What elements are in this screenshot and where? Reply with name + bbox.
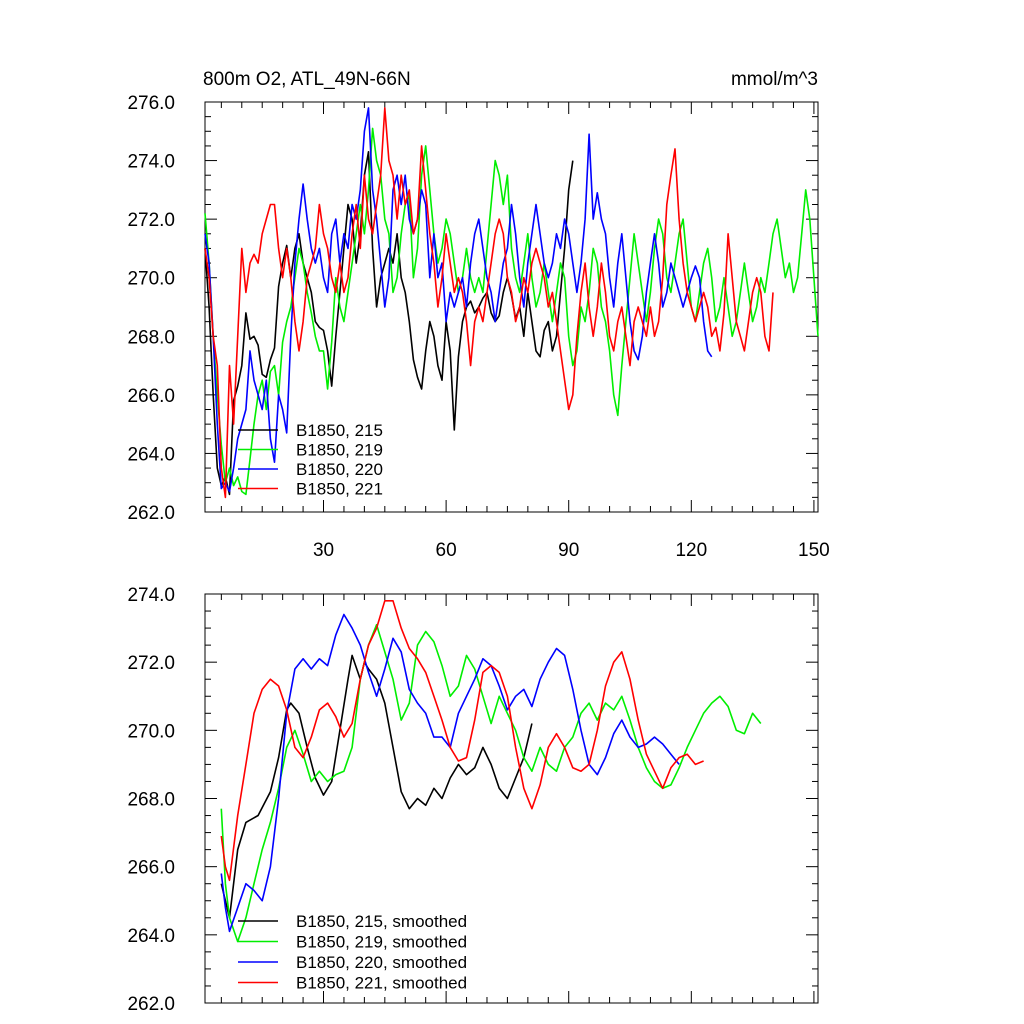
bottom-chart-series [220, 600, 762, 943]
series-line-4 [204, 107, 774, 499]
series-line-4 [220, 600, 704, 882]
series-line-3 [204, 107, 713, 493]
y-tick-label: 268.0 [127, 327, 175, 348]
x-tick-label: 120 [675, 540, 707, 561]
chart-title: 800m O2, ATL_49N-66N [203, 69, 411, 90]
bottom-chart-axes: 262.0 264.0 266.0 268.0 270.0 272.0 274.0 [127, 585, 819, 1015]
top-chart-series [204, 107, 819, 499]
y-tick-label: 270.0 [127, 721, 175, 742]
y-tick-label: 276.0 [127, 93, 175, 114]
y-tick-label: 266.0 [127, 386, 175, 407]
series-line-1 [220, 654, 533, 919]
series-line-1 [204, 151, 574, 496]
legend-label: B1850, 220 [296, 460, 383, 479]
y-tick-label: 274.0 [127, 585, 175, 606]
y-tick-label: 264.0 [127, 444, 175, 465]
bottom-chart-legend: B1850, 215, smoothed B1850, 219, smoothed… [238, 912, 467, 993]
y-tick-label: 272.0 [127, 653, 175, 674]
series-line-2 [220, 623, 762, 943]
legend-label: B1850, 215 [296, 421, 383, 440]
legend-label: B1850, 219 [296, 441, 383, 460]
legend-label: B1850, 215, smoothed [296, 912, 467, 931]
y-tick-label: 268.0 [127, 790, 175, 811]
legend-label: B1850, 220, smoothed [296, 953, 467, 972]
legend-label: B1850, 221 [296, 480, 383, 499]
y-tick-label: 270.0 [127, 269, 175, 290]
legend-label: B1850, 221, smoothed [296, 974, 467, 993]
x-tick-label: 90 [558, 540, 579, 561]
y-tick-label: 266.0 [127, 858, 175, 879]
legend-label: B1850, 219, smoothed [296, 933, 467, 952]
y-tick-label: 262.0 [127, 994, 175, 1015]
y-tick-label: 272.0 [127, 210, 175, 231]
x-tick-label: 60 [436, 540, 457, 561]
units-label: mmol/m^3 [731, 69, 818, 90]
series-line-2 [204, 127, 819, 496]
y-tick-label: 264.0 [127, 926, 175, 947]
y-tick-label: 274.0 [127, 152, 175, 173]
y-tick-label: 262.0 [127, 503, 175, 524]
x-tick-label: 30 [313, 540, 334, 561]
top-chart-axes: 262.0 264.0 266.0 268.0 270.0 272.0 274.0 276.0… [127, 93, 829, 561]
x-tick-label: 150 [798, 540, 830, 561]
series-line-3 [220, 613, 680, 933]
